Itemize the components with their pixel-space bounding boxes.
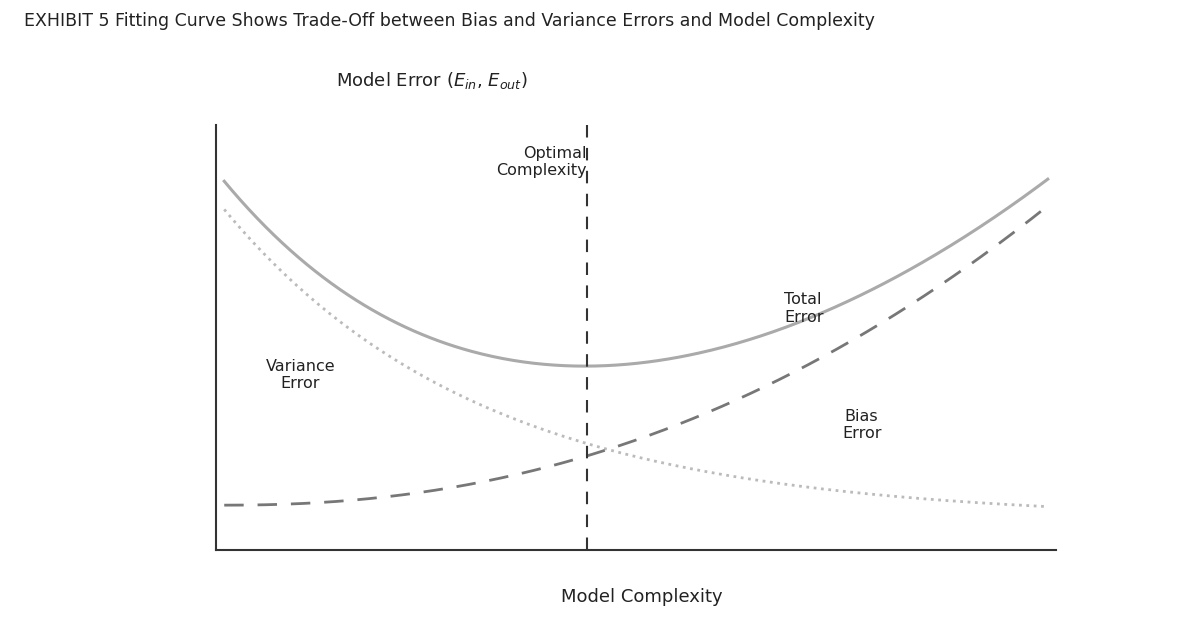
Text: Model Error ($E_{in}$, $E_{out}$): Model Error ($E_{in}$, $E_{out}$) bbox=[336, 69, 528, 91]
Text: Total
Error: Total Error bbox=[785, 292, 823, 324]
Text: Variance
Error: Variance Error bbox=[265, 359, 335, 391]
Text: EXHIBIT 5 Fitting Curve Shows Trade-Off between Bias and Variance Errors and Mod: EXHIBIT 5 Fitting Curve Shows Trade-Off … bbox=[24, 12, 875, 31]
Text: Bias
Error: Bias Error bbox=[842, 409, 881, 441]
Text: Model Complexity: Model Complexity bbox=[562, 588, 722, 606]
Text: Optimal
Complexity: Optimal Complexity bbox=[496, 146, 587, 178]
